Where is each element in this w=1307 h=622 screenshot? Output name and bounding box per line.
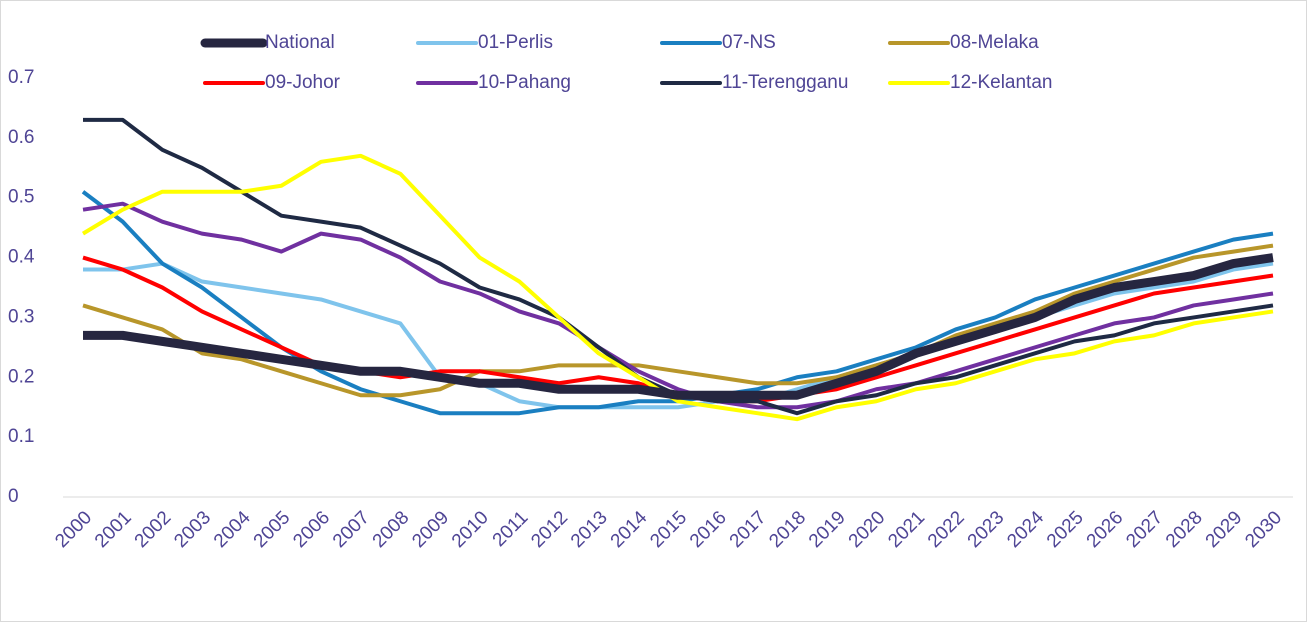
y-tick-label: 0.6 (8, 127, 34, 148)
legend-label: 11-Terengganu (722, 72, 848, 93)
y-tick-label: 0.4 (8, 247, 35, 268)
y-tick-label: 0.3 (8, 306, 34, 327)
legend-label: 01-Perlis (478, 32, 553, 53)
y-tick-label: 0.7 (8, 67, 34, 88)
y-tick-label: 0.5 (8, 187, 34, 208)
legend-label: 08-Melaka (950, 32, 1039, 53)
y-tick-label: 0 (8, 486, 19, 507)
series-line (81, 153, 1274, 422)
y-tick-label: 0.2 (8, 366, 34, 387)
legend-label: 10-Pahang (478, 72, 571, 93)
legend-label: 07-NS (722, 32, 776, 53)
series-line (83, 261, 1274, 410)
series-line (82, 201, 1274, 410)
series-line (83, 253, 1274, 400)
legend-label: National (265, 32, 335, 53)
y-tick-label: 0.1 (8, 426, 34, 447)
legend-label: 09-Johor (265, 72, 341, 93)
series-line (82, 243, 1274, 398)
legend-label: 12-Kelantan (950, 72, 1052, 93)
